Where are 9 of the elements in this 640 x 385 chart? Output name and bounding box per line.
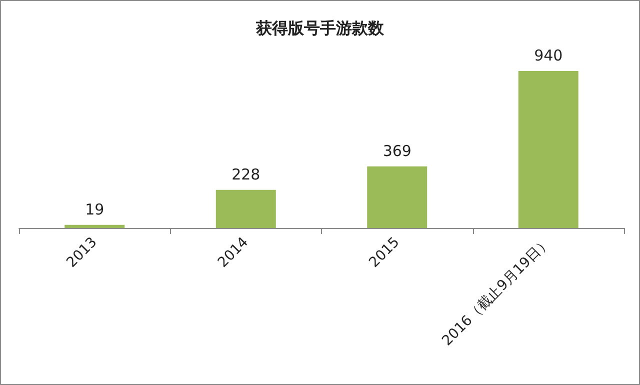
data-label: 19 — [85, 200, 104, 218]
chart-title: 获得版号手游款数 — [255, 18, 385, 38]
data-label: 369 — [382, 142, 412, 160]
bar — [367, 166, 428, 228]
bar — [518, 71, 578, 228]
bar — [216, 190, 276, 228]
bar — [64, 224, 125, 228]
data-label: 940 — [534, 46, 563, 65]
data-label: 228 — [232, 165, 260, 184]
